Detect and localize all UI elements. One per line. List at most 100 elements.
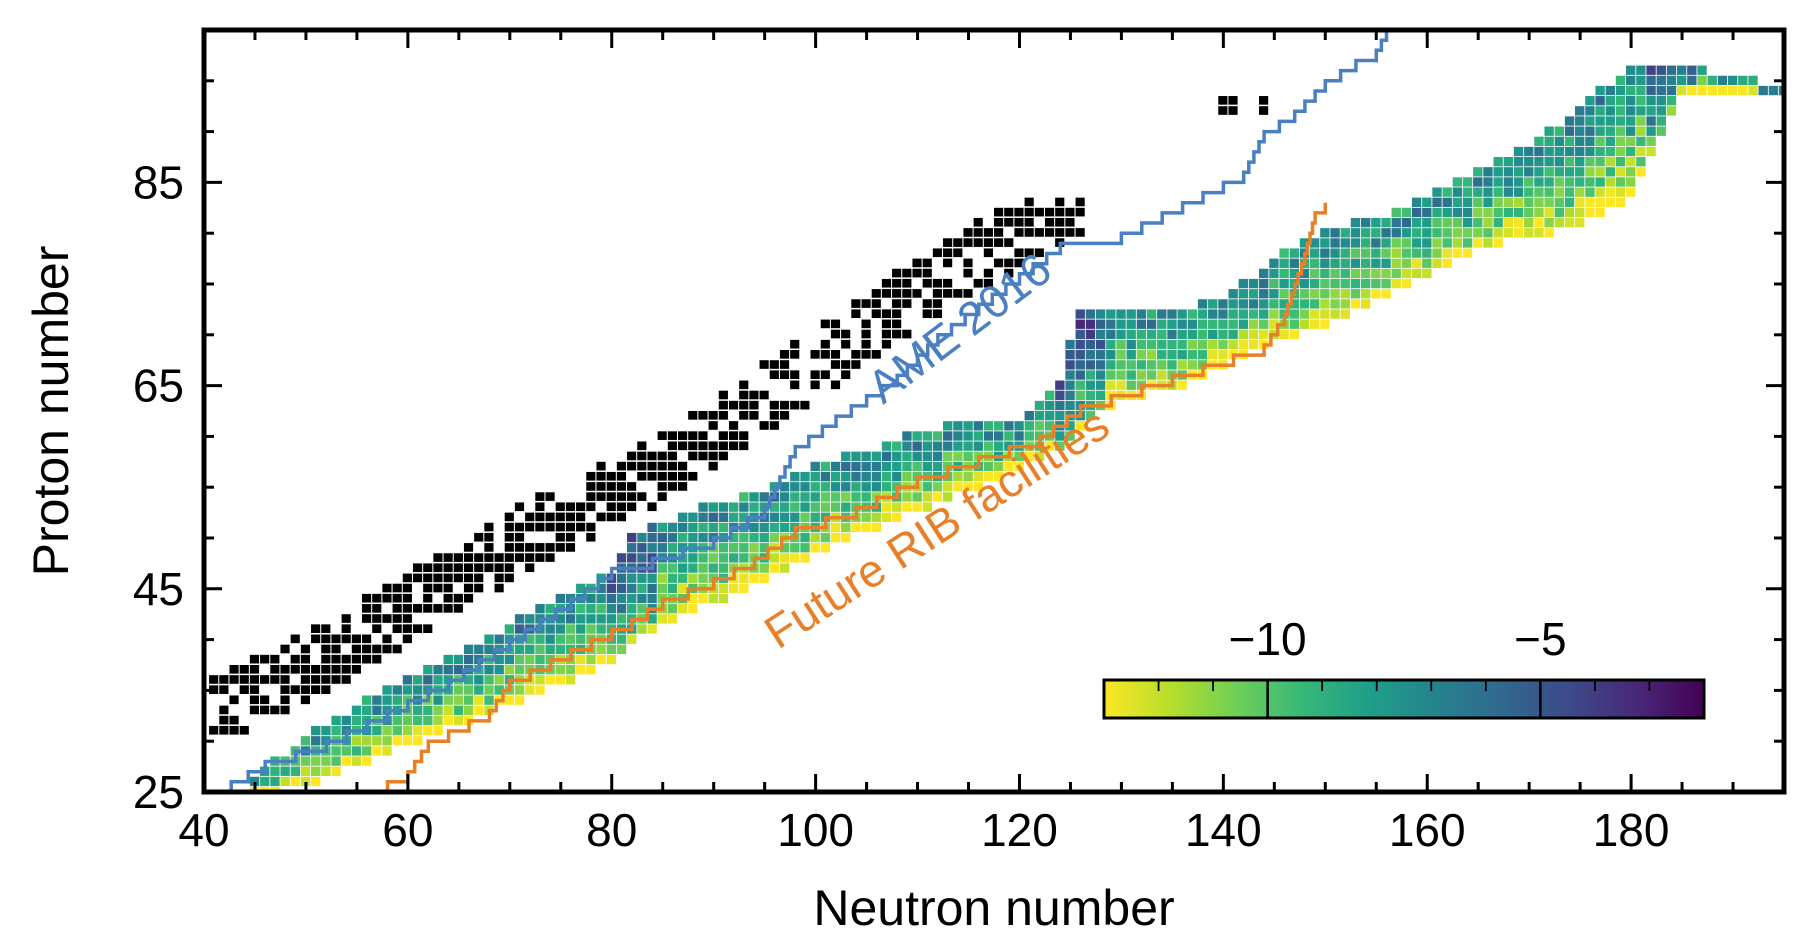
stable-isotope-marker: [514, 532, 525, 542]
stable-isotope-marker: [239, 665, 249, 674]
stable-isotope-marker: [260, 654, 270, 664]
stable-isotope-marker: [249, 685, 260, 694]
stable-isotope-marker: [606, 471, 616, 481]
heatmap-cell: [943, 482, 953, 492]
heatmap-cell: [351, 746, 362, 756]
heatmap-cell: [1238, 319, 1249, 329]
heatmap-cell: [871, 471, 882, 482]
stable-isotope-marker: [779, 370, 790, 379]
stable-isotope-marker: [504, 573, 514, 583]
heatmap-cell: [1034, 400, 1045, 411]
stable-isotope-marker: [514, 553, 525, 562]
heatmap-cell: [1544, 217, 1554, 228]
heatmap-cell: [1524, 177, 1534, 187]
heatmap-cell: [667, 522, 678, 533]
heatmap-cell: [820, 502, 831, 512]
heatmap-cell: [1575, 157, 1585, 167]
stable-isotope-marker: [525, 522, 535, 532]
stable-isotope-marker: [280, 705, 290, 715]
heatmap-cell: [1106, 360, 1116, 370]
stable-isotope-marker: [667, 441, 677, 451]
heatmap-cell: [1350, 268, 1361, 279]
heatmap-cell: [1687, 85, 1697, 96]
heatmap-cell: [1564, 146, 1575, 157]
heatmap-cell: [1381, 289, 1391, 299]
heatmap-cell: [545, 624, 555, 634]
heatmap-cell: [1401, 228, 1412, 238]
stable-isotope-marker: [902, 299, 912, 308]
heatmap-cell: [1646, 96, 1656, 106]
colorbar-gradient: [1102, 678, 1706, 720]
heatmap-cell: [1626, 157, 1636, 167]
stable-isotope-marker: [790, 350, 800, 359]
heatmap-cell: [474, 685, 484, 695]
stable-isotope-marker: [484, 522, 494, 532]
heatmap-cell: [1544, 177, 1554, 187]
heatmap-cell: [1554, 167, 1565, 177]
heatmap-cell: [453, 665, 464, 675]
heatmap-cell: [392, 736, 402, 746]
heatmap-cell: [1462, 207, 1473, 218]
stable-isotope-marker: [229, 695, 239, 705]
heatmap-cell: [790, 512, 800, 522]
heatmap-cell: [1513, 228, 1524, 238]
stable-isotope-marker: [423, 593, 433, 603]
stable-isotope-marker: [514, 502, 525, 512]
heatmap-cell: [749, 543, 759, 553]
stable-isotope-marker: [586, 522, 596, 532]
heatmap-cell: [1462, 177, 1473, 187]
stable-isotope-marker: [698, 411, 708, 420]
heatmap-cell: [1085, 329, 1096, 340]
heatmap-cell: [1177, 329, 1187, 340]
heatmap-cell: [871, 461, 882, 472]
heatmap-cell: [565, 634, 576, 644]
heatmap-cell: [708, 563, 718, 573]
heatmap-cell: [1483, 238, 1493, 248]
stable-isotope-marker: [494, 553, 504, 562]
stable-isotope-marker: [810, 370, 820, 379]
heatmap-cell: [535, 675, 545, 685]
heatmap-cell: [759, 543, 769, 553]
heatmap-cell: [443, 654, 453, 665]
heatmap-cell: [1044, 390, 1055, 401]
heatmap-cell: [1411, 228, 1422, 238]
heatmap-cell: [647, 583, 657, 594]
heatmap-cell: [1544, 167, 1554, 177]
heatmap-cell: [453, 685, 464, 695]
heatmap-cell: [1248, 329, 1259, 340]
stable-isotope-marker: [372, 644, 382, 654]
heatmap-cell: [1646, 116, 1656, 126]
stable-isotope-marker: [749, 390, 759, 400]
heatmap-cell: [341, 715, 351, 726]
heatmap-cell: [718, 502, 729, 512]
stable-isotope-marker: [871, 299, 881, 308]
heatmap-cell: [678, 522, 688, 533]
heatmap-cell: [402, 725, 413, 736]
heatmap-cell: [1473, 167, 1483, 177]
heatmap-cell: [433, 665, 443, 675]
heatmap-cell: [800, 553, 810, 563]
heatmap-cell: [739, 543, 749, 553]
heatmap-cell: [1442, 187, 1452, 197]
stable-isotope-marker: [657, 431, 667, 440]
heatmap-cell: [1666, 85, 1677, 96]
heatmap-cell: [1391, 207, 1401, 218]
heatmap-cell: [433, 705, 443, 715]
heatmap-cell: [596, 593, 606, 604]
heatmap-cell: [1524, 146, 1534, 157]
stable-isotope-marker: [820, 319, 830, 329]
heatmap-cell: [494, 665, 504, 675]
heatmap-cell: [698, 502, 708, 512]
heatmap-cell: [1391, 228, 1401, 238]
heatmap-cell: [290, 776, 301, 787]
heatmap-cell: [1585, 197, 1595, 207]
heatmap-cell: [1554, 207, 1565, 218]
stable-isotope-marker: [830, 350, 841, 359]
heatmap-cell: [1564, 197, 1575, 207]
heatmap-cell: [708, 512, 718, 522]
heatmap-cell: [1289, 258, 1299, 268]
heatmap-cell: [1095, 350, 1106, 360]
heatmap-cell: [637, 624, 647, 634]
heatmap-cell: [1411, 217, 1422, 228]
boundary-lines: [214, 30, 1389, 792]
